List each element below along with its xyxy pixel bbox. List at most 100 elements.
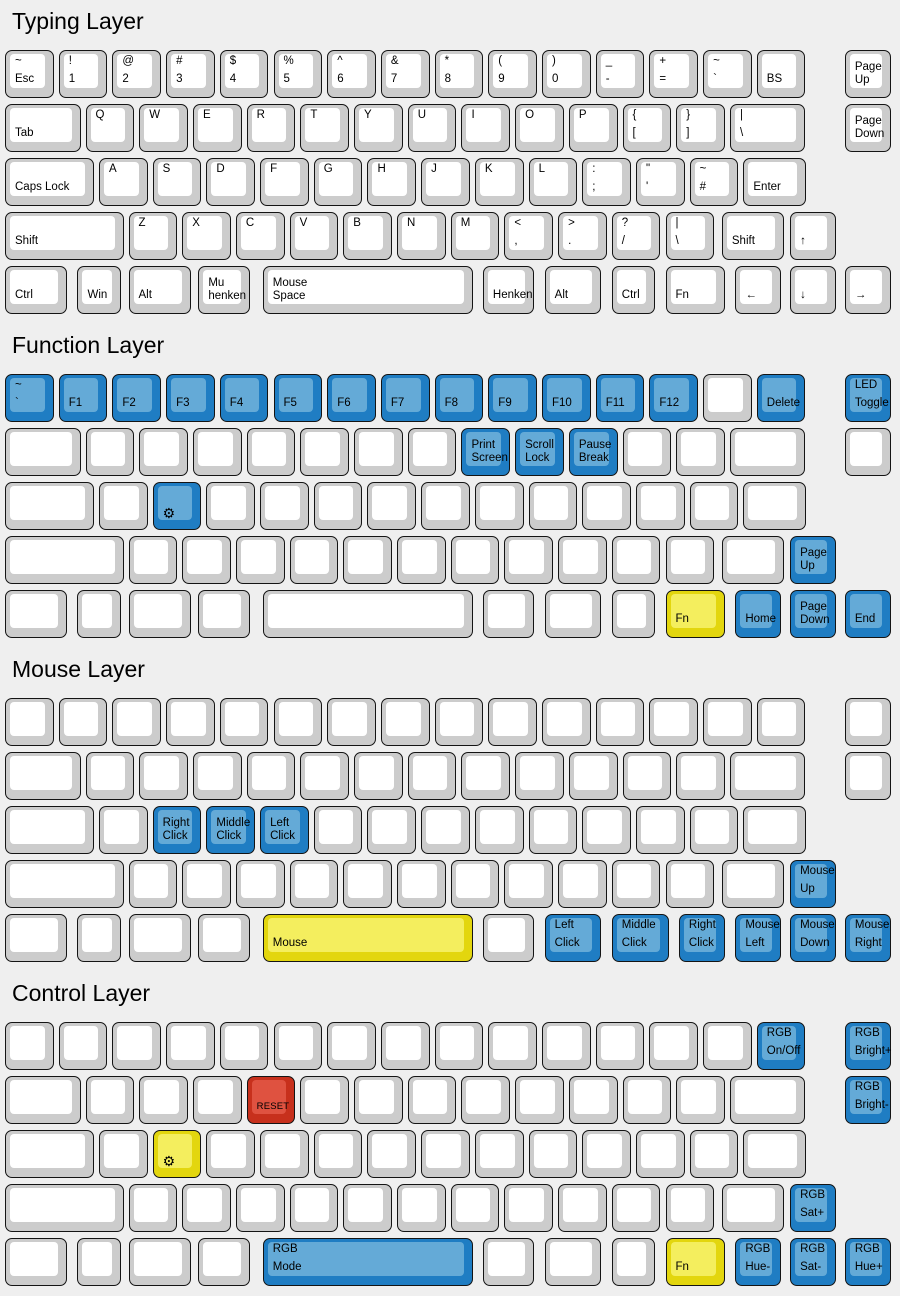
- key-n[interactable]: N: [397, 212, 446, 260]
- key-f9[interactable]: F9: [488, 374, 537, 422]
- key-mouse-space[interactable]: Mouse Space: [262, 266, 473, 314]
- key-z[interactable]: Z: [128, 212, 178, 260]
- key-o[interactable]: O: [515, 104, 564, 152]
- key-blank[interactable]: [260, 1130, 309, 1178]
- key-backslash[interactable]: | \: [665, 212, 715, 260]
- key-blank[interactable]: [343, 1184, 392, 1232]
- key-blank[interactable]: [166, 698, 215, 746]
- key-blank[interactable]: [5, 428, 81, 476]
- key-blank[interactable]: [528, 1130, 578, 1178]
- key-2[interactable]: @2: [112, 50, 162, 98]
- key-blank[interactable]: [5, 1130, 94, 1178]
- key-led-toggle[interactable]: LED Toggle: [844, 374, 891, 422]
- key-mouse-down[interactable]: Mouse Down: [790, 914, 837, 962]
- key-hash[interactable]: ~ #: [689, 158, 739, 206]
- key-blank[interactable]: [434, 1022, 484, 1070]
- key-h[interactable]: H: [367, 158, 417, 206]
- key-comma[interactable]: <,: [504, 212, 554, 260]
- key-blank[interactable]: [635, 1130, 685, 1178]
- key-f3[interactable]: F3: [166, 374, 215, 422]
- key-k[interactable]: K: [474, 158, 524, 206]
- key-blank[interactable]: [504, 1184, 554, 1232]
- key-s[interactable]: S: [152, 158, 202, 206]
- key-blank[interactable]: [219, 698, 269, 746]
- key-rgb-mode[interactable]: RGB Mode: [262, 1238, 473, 1286]
- key-blank[interactable]: [729, 428, 806, 476]
- key-blank[interactable]: [611, 536, 661, 584]
- key-f12[interactable]: F12: [649, 374, 699, 422]
- key-blank[interactable]: [128, 914, 191, 962]
- key-mu-henken[interactable]: Mu henken: [198, 266, 250, 314]
- key-blank[interactable]: [128, 1238, 191, 1286]
- key-blank[interactable]: [139, 752, 188, 800]
- key-blank[interactable]: [273, 698, 323, 746]
- key-7[interactable]: & 7: [380, 50, 430, 98]
- key-blank[interactable]: [461, 752, 511, 800]
- key-page-down[interactable]: Page Down: [790, 590, 837, 638]
- key-blank[interactable]: [192, 428, 242, 476]
- key-blank[interactable]: [85, 428, 135, 476]
- key-blank[interactable]: [246, 428, 296, 476]
- key-r[interactable]: R: [246, 104, 296, 152]
- key-blank[interactable]: [622, 1076, 672, 1124]
- key-blank[interactable]: [397, 1184, 446, 1232]
- key-8[interactable]: * 8: [434, 50, 484, 98]
- key-blank[interactable]: [622, 428, 672, 476]
- key-blank[interactable]: [300, 752, 350, 800]
- key-blank[interactable]: [595, 1022, 645, 1070]
- key-f4[interactable]: F4: [219, 374, 269, 422]
- key-blank[interactable]: [703, 1022, 752, 1070]
- key-blank[interactable]: [515, 752, 564, 800]
- key-blank[interactable]: [474, 806, 524, 854]
- key-blank[interactable]: [407, 752, 457, 800]
- key-blank[interactable]: [450, 1184, 500, 1232]
- key-blank[interactable]: [354, 1076, 403, 1124]
- key-blank[interactable]: [729, 752, 806, 800]
- key-blank[interactable]: [689, 1130, 739, 1178]
- key-blank[interactable]: [482, 590, 535, 638]
- key-arrow-down[interactable]: ↓: [790, 266, 837, 314]
- key-blank[interactable]: [289, 1184, 339, 1232]
- key-b[interactable]: B: [343, 212, 392, 260]
- key-blank[interactable]: [354, 428, 403, 476]
- key-rgb-bright[interactable]: RGB Bright-: [844, 1076, 891, 1124]
- key-blank[interactable]: [421, 482, 470, 530]
- key-blank[interactable]: [192, 752, 242, 800]
- key-fn[interactable]: Fn: [665, 266, 725, 314]
- key-blank[interactable]: [558, 1184, 607, 1232]
- key-blank[interactable]: [112, 1022, 162, 1070]
- key-blank[interactable]: [343, 860, 392, 908]
- key-4[interactable]: $4: [219, 50, 269, 98]
- key-blank[interactable]: [528, 806, 578, 854]
- key-blank[interactable]: [482, 914, 535, 962]
- key-page-up[interactable]: Page Up: [844, 50, 891, 98]
- key-blank[interactable]: [198, 1238, 250, 1286]
- key-blank[interactable]: [343, 536, 392, 584]
- key-blank[interactable]: [300, 1076, 350, 1124]
- key-mouse[interactable]: Mouse: [262, 914, 473, 962]
- key-blank[interactable]: [407, 428, 457, 476]
- key-gear[interactable]: ⚙: [152, 1130, 202, 1178]
- key-blank[interactable]: [5, 1022, 54, 1070]
- key-blank[interactable]: [743, 806, 806, 854]
- key-blank[interactable]: [474, 1130, 524, 1178]
- key-y[interactable]: Y: [354, 104, 403, 152]
- key-blank[interactable]: [260, 482, 309, 530]
- key-blank[interactable]: [611, 1238, 656, 1286]
- key-blank[interactable]: [58, 1022, 108, 1070]
- key-blank[interactable]: [5, 536, 124, 584]
- key-blank[interactable]: [5, 1184, 124, 1232]
- key-blank[interactable]: [434, 698, 484, 746]
- key-blank[interactable]: [721, 1184, 785, 1232]
- key-backtick[interactable]: ~ `: [5, 374, 54, 422]
- key-f8[interactable]: F8: [434, 374, 484, 422]
- key-blank[interactable]: [198, 914, 250, 962]
- key-blank[interactable]: [635, 482, 685, 530]
- key-q[interactable]: Q: [85, 104, 135, 152]
- key-period[interactable]: >.: [558, 212, 607, 260]
- key-blank[interactable]: [85, 1076, 135, 1124]
- key-fn[interactable]: Fn: [665, 1238, 725, 1286]
- key-blank[interactable]: [289, 536, 339, 584]
- key-blank[interactable]: [844, 698, 891, 746]
- key-blank[interactable]: [558, 860, 607, 908]
